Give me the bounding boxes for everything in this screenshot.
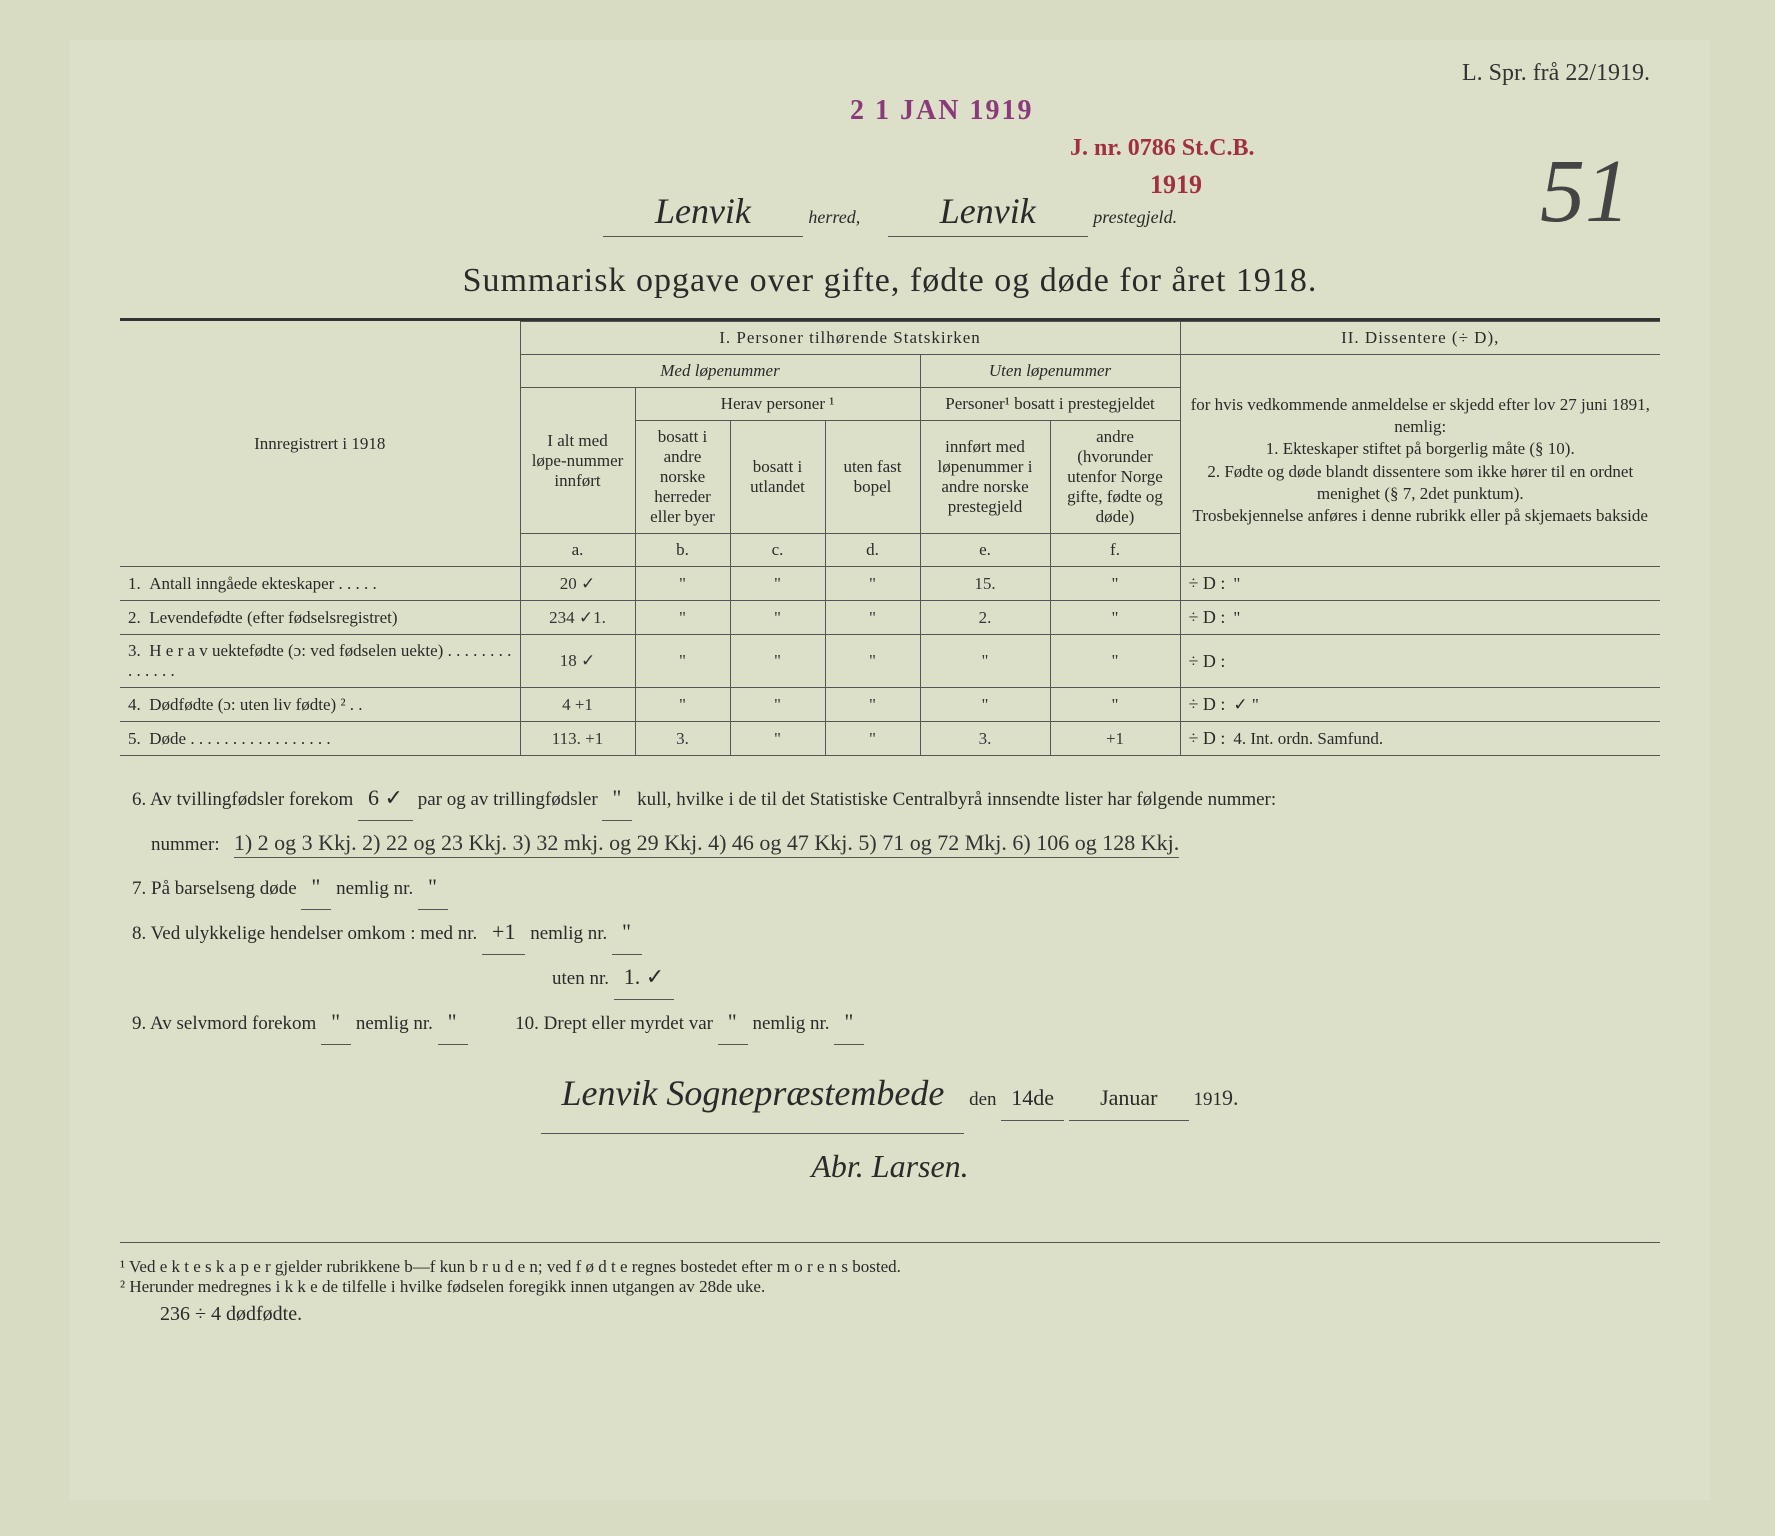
col-e-header: innført med løpenummer i andre norske pr…	[920, 421, 1050, 534]
cell-2f: "	[1050, 601, 1180, 635]
stamp-date: 2 1 JAN 1919	[850, 95, 1033, 127]
cell-2g: ÷ D :"	[1180, 601, 1660, 635]
herav-header: Herav personer ¹	[635, 388, 920, 421]
page-number-large: 51	[1540, 140, 1630, 243]
cell-2b: "	[635, 601, 730, 635]
stamp-journal-year: 1919	[1150, 170, 1202, 200]
prestegjeld-value: Lenvik	[888, 190, 1088, 237]
cell-3a: 18 ✓	[520, 635, 635, 688]
item-6: 6. Av tvillingfødsler forekom 6 ✓ par og…	[132, 776, 1648, 865]
main-table: Innregistrert i 1918 I. Personer tilhøre…	[120, 321, 1660, 756]
letter-e: e.	[920, 534, 1050, 567]
footnote-handwritten: 236 ÷ 4 dødfødte.	[160, 1303, 1660, 1326]
cell-3b: "	[635, 635, 730, 688]
cell-4c: "	[730, 688, 825, 722]
letter-c: c.	[730, 534, 825, 567]
accidents-med: +1	[482, 910, 525, 955]
section2-title: II. Dissentere (÷ D),	[1180, 322, 1660, 355]
cell-1e: 15.	[920, 567, 1050, 601]
med-lopenummer: Med løpenummer	[520, 355, 920, 388]
letter-b: b.	[635, 534, 730, 567]
triplets-count: "	[602, 776, 632, 821]
cell-3c: "	[730, 635, 825, 688]
herred-label: herred,	[808, 207, 860, 227]
cell-3d: "	[825, 635, 920, 688]
cell-5a: 113. +1	[520, 722, 635, 756]
cell-4b: "	[635, 688, 730, 722]
cell-3g: ÷ D :	[1180, 635, 1660, 688]
letter-d: d.	[825, 534, 920, 567]
cell-5c: "	[730, 722, 825, 756]
section1-title: I. Personer tilhørende Statskirken	[520, 322, 1180, 355]
accidents-uten: 1. ✓	[614, 955, 674, 1000]
cell-3e: "	[920, 635, 1050, 688]
cell-5f: +1	[1050, 722, 1180, 756]
signature-month: Januar	[1069, 1076, 1189, 1121]
footnote-1: ¹ Ved e k t e s k a p e r gjelder rubrik…	[120, 1257, 1660, 1277]
signature-name: Abr. Larsen.	[790, 1134, 990, 1202]
col-b-header: bosatt i andre norske herreder eller bye…	[635, 421, 730, 534]
cell-1a: 20 ✓	[520, 567, 635, 601]
cell-5g: ÷ D :4. Int. ordn. Samfund.	[1180, 722, 1660, 756]
innregistrert-label: Innregistrert i 1918	[120, 322, 520, 567]
header-line: Lenvik herred, Lenvik prestegjeld.	[120, 190, 1660, 237]
table-row: 5. Døde . . . . . . . . . . . . . . . . …	[120, 722, 1660, 756]
letter-a: a.	[520, 534, 635, 567]
item-9-10: 9. Av selvmord forekom " nemlig nr. " 10…	[132, 1000, 1648, 1045]
table-row: 4. Dødfødte (ɔ: uten liv fødte) ² . . 4 …	[120, 688, 1660, 722]
cell-1g: ÷ D :"	[1180, 567, 1660, 601]
cell-1d: "	[825, 567, 920, 601]
col-f-header: andre (hvorunder utenfor Norge gifte, fø…	[1050, 421, 1180, 534]
stamp-journal-number: J. nr. 0786 St.C.B.	[1070, 135, 1254, 162]
personer-bosatt-header: Personer¹ bosatt i prestegjeldet	[920, 388, 1180, 421]
herred-value: Lenvik	[603, 190, 803, 237]
col-c-header: bosatt i utlandet	[730, 421, 825, 534]
item-7: 7. På barselseng døde " nemlig nr. "	[132, 865, 1648, 910]
table-row: 1. Antall inngåede ekteskaper . . . . . …	[120, 567, 1660, 601]
footnotes: ¹ Ved e k t e s k a p e r gjelder rubrik…	[120, 1242, 1660, 1326]
table-row: 2. Levendefødte (efter fødselsregistret)…	[120, 601, 1660, 635]
top-right-note: L. Spr. frå 22/1919.	[1462, 60, 1650, 87]
col-a-header: I alt med løpe-nummer innført	[520, 388, 635, 534]
cell-1c: "	[730, 567, 825, 601]
cell-1f: "	[1050, 567, 1180, 601]
cell-4f: "	[1050, 688, 1180, 722]
cell-4g: ÷ D :✓ "	[1180, 688, 1660, 722]
cell-5e: 3.	[920, 722, 1050, 756]
cell-2a: 234 ✓1.	[520, 601, 635, 635]
cell-2c: "	[730, 601, 825, 635]
cell-5d: "	[825, 722, 920, 756]
twin-numbers: 1) 2 og 3 Kkj. 2) 22 og 23 Kkj. 3) 32 mk…	[234, 830, 1179, 858]
cell-4a: 4 +1	[520, 688, 635, 722]
footnote-2: ² Herunder medregnes i k k e de tilfelle…	[120, 1277, 1660, 1297]
table-row: 3. H e r a v uektefødte (ɔ: ved fødselen…	[120, 635, 1660, 688]
lower-section: 6. Av tvillingfødsler forekom 6 ✓ par og…	[120, 776, 1660, 1202]
document-page: 2 1 JAN 1919 J. nr. 0786 St.C.B. 1919 L.…	[70, 40, 1710, 1500]
cell-4d: "	[825, 688, 920, 722]
signature-block: Lenvik Sognepræstembede den 14de Januar …	[132, 1057, 1648, 1202]
signature-day: 14de	[1001, 1076, 1064, 1121]
col-d-header: uten fast bopel	[825, 421, 920, 534]
uten-lopenummer: Uten løpenummer	[920, 355, 1180, 388]
twins-count: 6 ✓	[358, 776, 413, 821]
dissenter-text: for hvis vedkommende anmeldelse er skjed…	[1180, 355, 1660, 567]
cell-3f: "	[1050, 635, 1180, 688]
cell-5b: 3.	[635, 722, 730, 756]
signature-place: Lenvik Sognepræstembede	[541, 1057, 964, 1134]
cell-1b: "	[635, 567, 730, 601]
item-8: 8. Ved ulykkelige hendelser omkom : med …	[132, 910, 1648, 1000]
cell-2e: 2.	[920, 601, 1050, 635]
prestegjeld-label: prestegjeld.	[1093, 207, 1177, 227]
cell-2d: "	[825, 601, 920, 635]
letter-f: f.	[1050, 534, 1180, 567]
form-title: Summarisk opgave over gifte, fødte og dø…	[120, 262, 1660, 300]
cell-4e: "	[920, 688, 1050, 722]
